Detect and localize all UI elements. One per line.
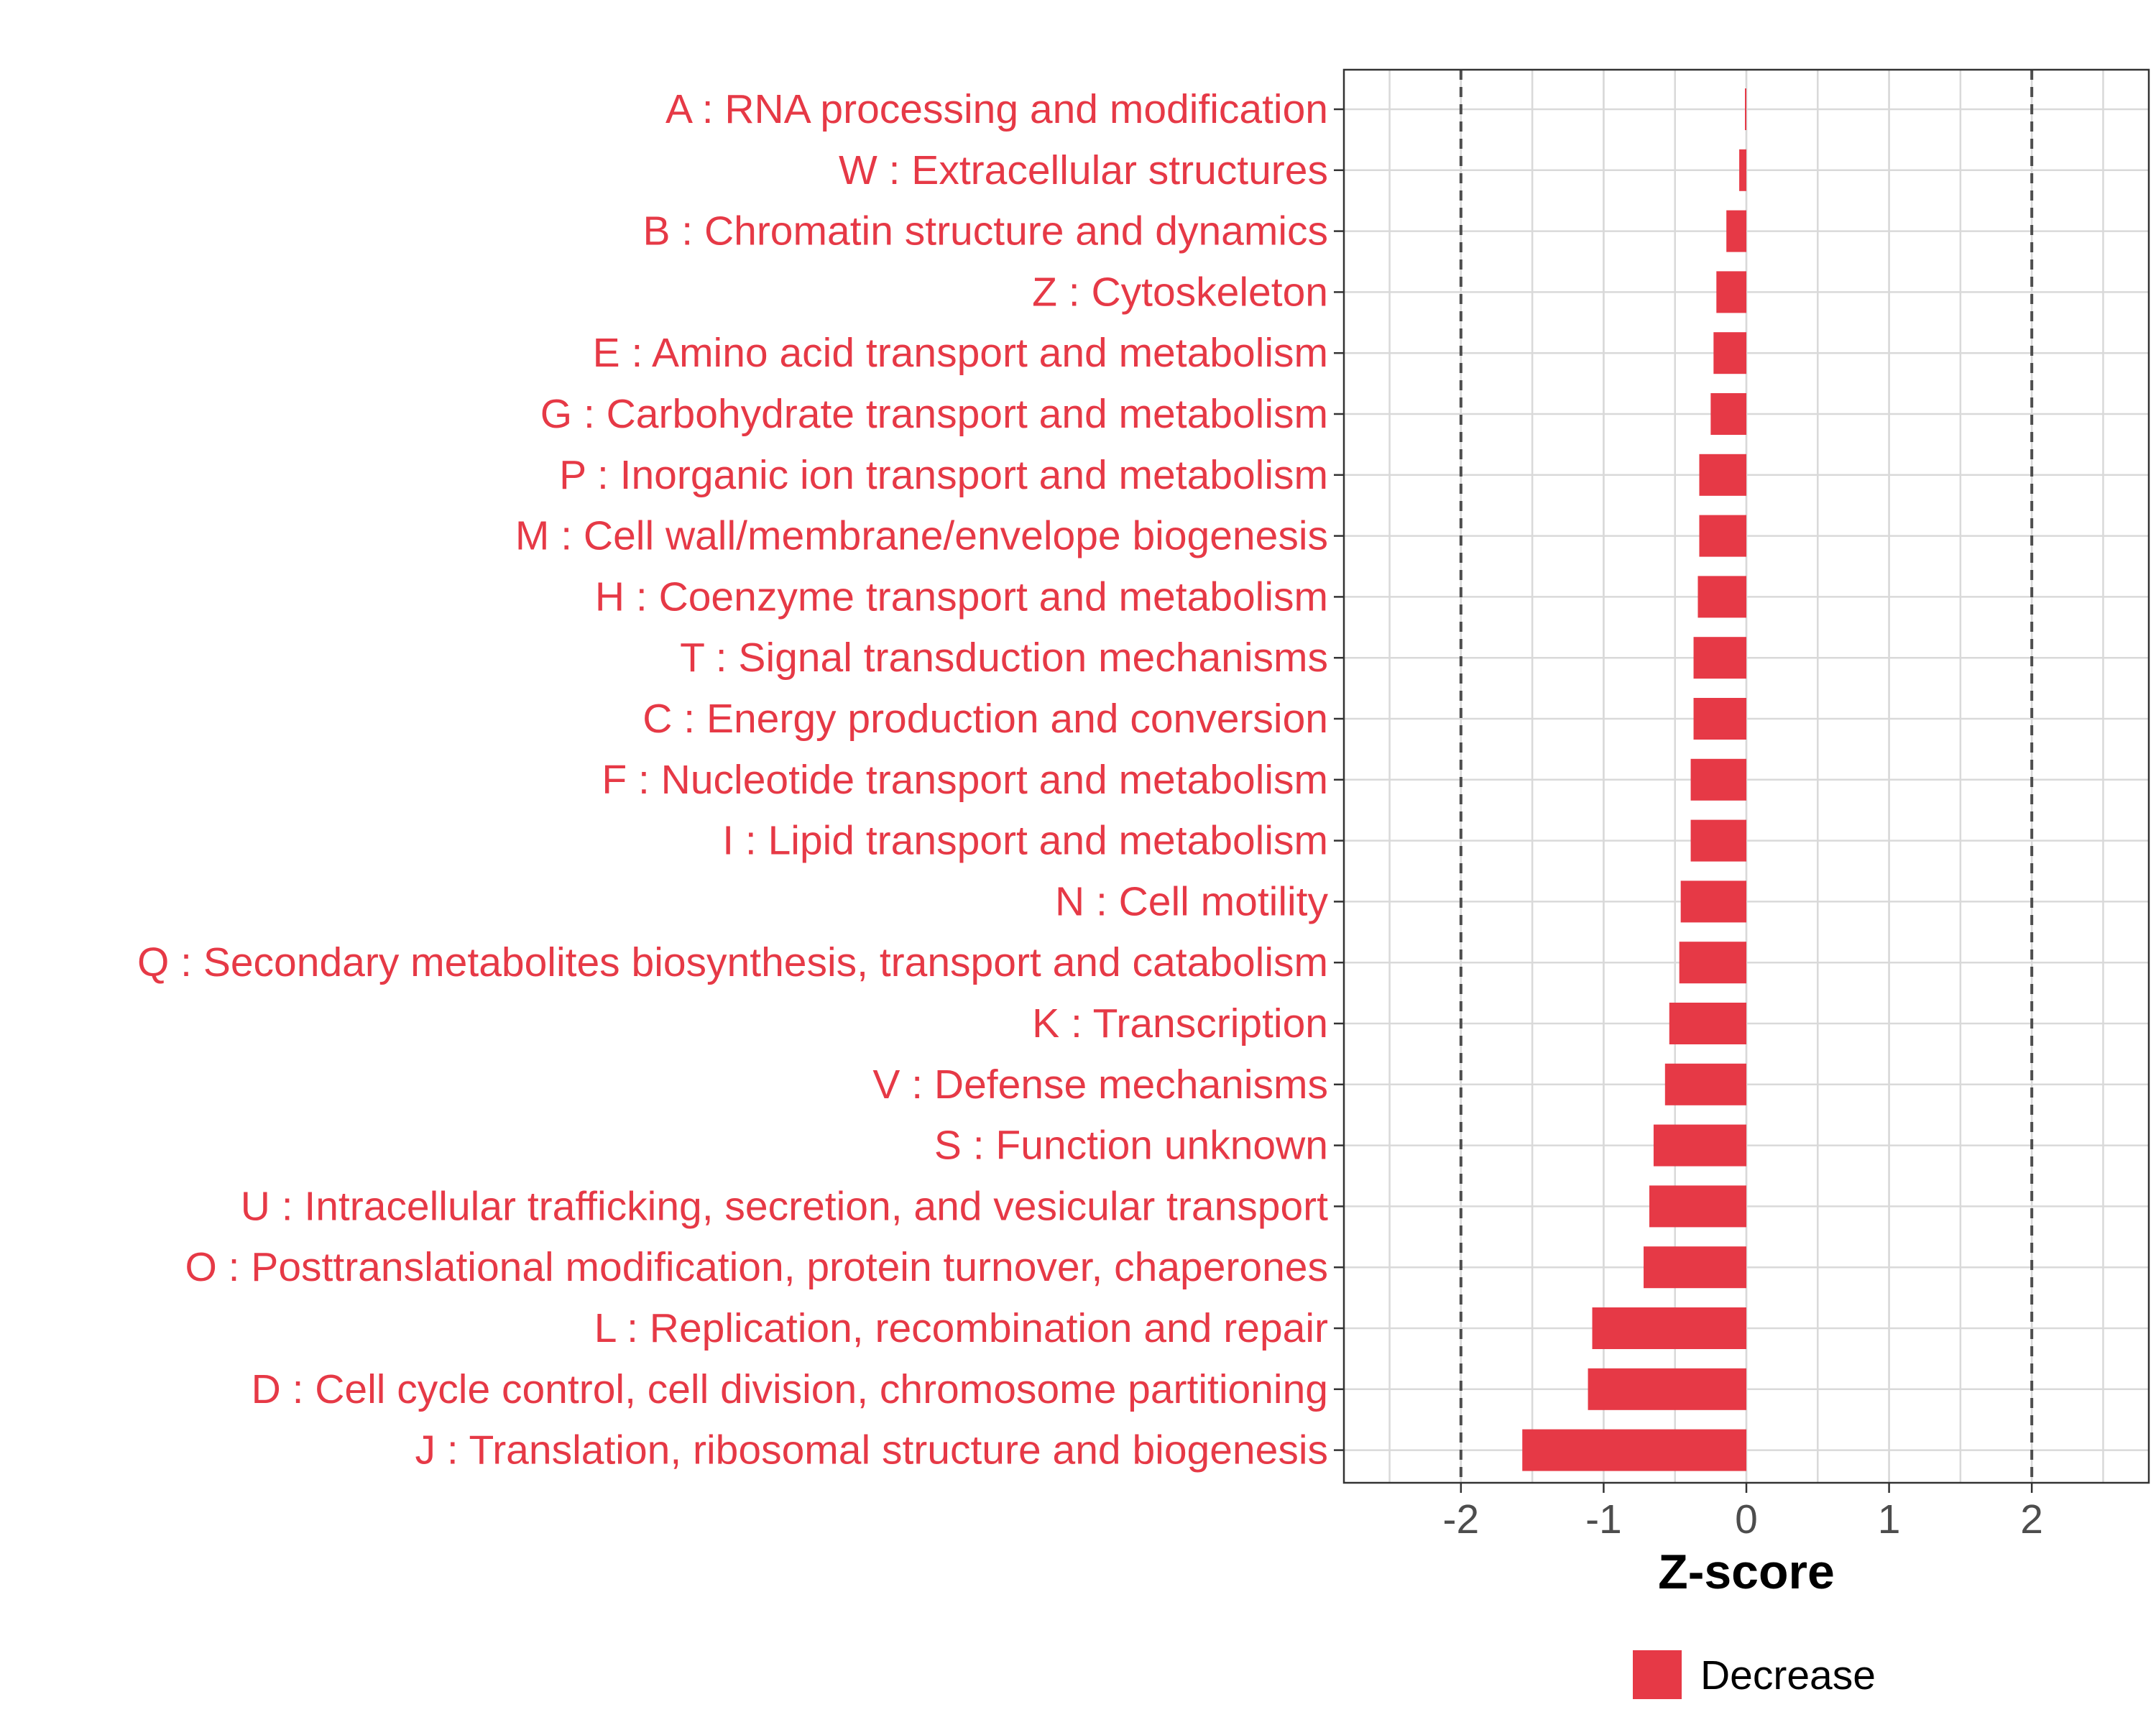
- bar: [1726, 210, 1746, 252]
- legend-label-decrease: Decrease: [1700, 1652, 1876, 1698]
- x-tick-label: 1: [1878, 1496, 1901, 1542]
- category-label: Q : Secondary metabolites biosynthesis, …: [137, 939, 1328, 985]
- category-label: A : RNA processing and modification: [665, 86, 1328, 132]
- bar: [1690, 819, 1746, 862]
- category-label: H : Coenzyme transport and metabolism: [595, 574, 1328, 620]
- bar: [1693, 637, 1746, 679]
- legend-swatch-decrease: [1633, 1650, 1682, 1699]
- bar: [1713, 332, 1746, 374]
- bar: [1653, 1124, 1746, 1167]
- x-axis-title: Z-score: [1658, 1545, 1835, 1599]
- category-label: K : Transcription: [1032, 1000, 1328, 1046]
- category-label: J : Translation, ribosomal structure and…: [415, 1427, 1328, 1473]
- reference-lines: [1459, 70, 2034, 1483]
- y-axis-category-labels: A : RNA processing and modification W : E…: [137, 86, 1329, 1473]
- category-label: B : Chromatin structure and dynamics: [642, 208, 1328, 254]
- category-label: D : Cell cycle control, cell division, c…: [252, 1366, 1328, 1412]
- x-tick-label: 0: [1735, 1496, 1758, 1542]
- category-label: F : Nucleotide transport and metabolism: [602, 757, 1328, 803]
- bar: [1679, 942, 1746, 984]
- x-tick-label: -2: [1442, 1496, 1479, 1542]
- y-axis-ticks: [1334, 108, 1344, 1451]
- bar: [1690, 758, 1746, 801]
- bar: [1680, 880, 1746, 923]
- category-label: N : Cell motility: [1055, 878, 1329, 924]
- legend: Decrease: [1633, 1650, 1876, 1699]
- bars: [1522, 88, 1747, 1471]
- x-tick-label: 2: [2020, 1496, 2043, 1542]
- bar: [1745, 88, 1747, 130]
- x-tick-label: -1: [1585, 1496, 1622, 1542]
- bar: [1699, 454, 1746, 496]
- bar: [1710, 393, 1746, 435]
- bar: [1588, 1368, 1746, 1410]
- category-label: W : Extracellular structures: [839, 147, 1328, 193]
- category-label: V : Defense mechanisms: [872, 1062, 1328, 1108]
- category-label: S : Function unknown: [934, 1123, 1328, 1169]
- bar: [1697, 576, 1746, 618]
- bar: [1592, 1307, 1746, 1349]
- category-label: C : Energy production and conversion: [642, 696, 1328, 742]
- category-label: G : Carbohydrate transport and metabolis…: [540, 391, 1328, 437]
- x-axis-ticks: -2 -1 0 1 2: [1442, 1483, 2043, 1542]
- bar: [1522, 1429, 1746, 1471]
- bar: [1644, 1246, 1746, 1289]
- category-label: L : Replication, recombination and repai…: [594, 1305, 1328, 1351]
- category-label: E : Amino acid transport and metabolism: [593, 330, 1328, 376]
- category-label: O : Posttranslational modification, prot…: [185, 1244, 1328, 1290]
- bar: [1716, 271, 1746, 313]
- category-label: I : Lipid transport and metabolism: [722, 818, 1328, 864]
- bar: [1739, 149, 1746, 191]
- bar: [1649, 1185, 1746, 1228]
- bar: [1699, 515, 1746, 557]
- bar: [1664, 1063, 1746, 1105]
- category-label: U : Intracellular trafficking, secretion…: [241, 1183, 1328, 1229]
- category-label: Z : Cytoskeleton: [1032, 269, 1328, 315]
- category-label: T : Signal transduction mechanisms: [680, 635, 1328, 681]
- bar: [1669, 1003, 1746, 1044]
- category-label: P : Inorganic ion transport and metaboli…: [559, 452, 1328, 498]
- category-label: M : Cell wall/membrane/envelope biogenes…: [515, 513, 1328, 559]
- bar: [1693, 698, 1746, 740]
